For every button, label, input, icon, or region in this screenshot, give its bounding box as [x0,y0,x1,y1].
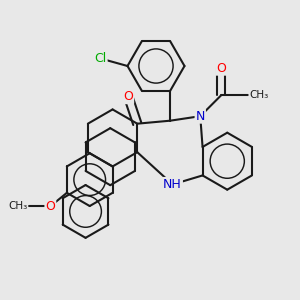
Text: NH: NH [163,178,182,191]
Text: CH₃: CH₃ [249,90,268,100]
Text: O: O [216,62,226,75]
Text: N: N [196,110,205,123]
Text: O: O [123,90,133,103]
Text: O: O [45,200,55,213]
Text: Cl: Cl [94,52,106,65]
Text: CH₃: CH₃ [8,201,28,211]
